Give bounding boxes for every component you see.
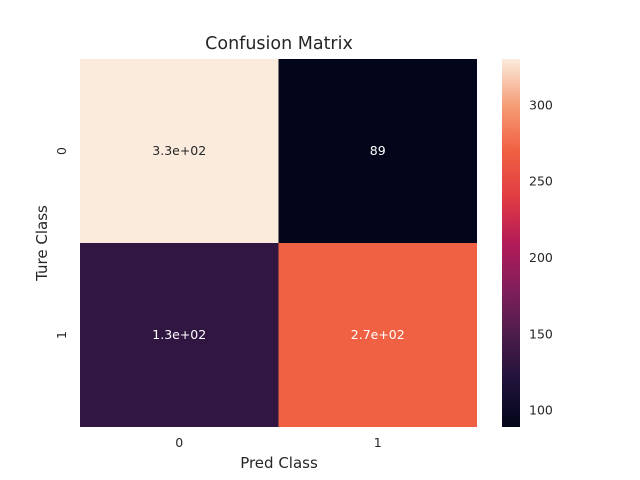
cell-annotation-0-1: 89 (370, 143, 386, 158)
colorbar-tick-label: 100 (529, 403, 553, 418)
colorbar-tick-label: 300 (529, 97, 553, 112)
y-tick-label: 1 (54, 331, 69, 339)
colorbar-tick-label: 150 (529, 326, 553, 341)
x-tick-label: 0 (175, 435, 183, 450)
cell-annotation-0-0: 3.3e+02 (152, 143, 206, 158)
colorbar-ticks: 100 150 200 250 300 (529, 97, 553, 417)
colorbar (502, 59, 520, 427)
colorbar-tick-label: 200 (529, 250, 553, 265)
heatmap-cell-1-0 (80, 243, 279, 427)
cell-annotation-1-0: 1.3e+02 (152, 327, 206, 342)
y-axis-ticks: 01 (54, 147, 69, 339)
heatmap-cell-0-0 (80, 59, 279, 243)
x-tick-label: 1 (374, 435, 382, 450)
heatmap-cell-1-1 (278, 243, 477, 427)
colorbar-tick-label: 250 (529, 174, 553, 189)
chart-title: Confusion Matrix (205, 34, 353, 54)
heatmap-cells: 3.3e+02 89 1.3e+02 2.7e+02 (80, 59, 477, 427)
cell-annotation-1-1: 2.7e+02 (351, 327, 405, 342)
y-axis-label: Ture Class (33, 205, 51, 282)
heatmap-cell-0-1 (278, 59, 477, 243)
y-tick-label: 0 (54, 147, 69, 155)
x-axis-label: Pred Class (240, 454, 318, 472)
